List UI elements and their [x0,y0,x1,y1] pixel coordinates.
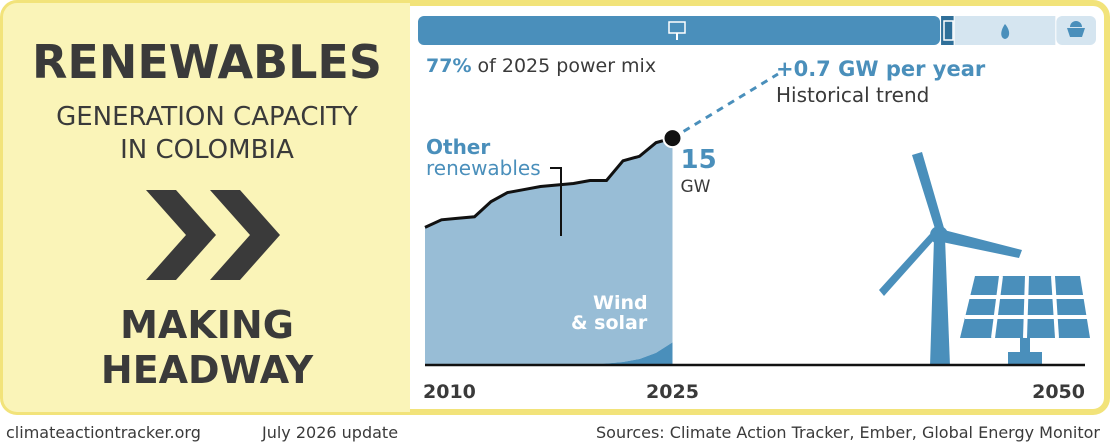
footer-sources: Sources: Climate Action Tracker, Ember, … [596,423,1100,442]
area [425,342,673,365]
footer-site: climateactiontracker.org [6,423,201,442]
end-value: 15 [681,145,717,175]
status: MAKING [120,303,294,347]
chevrons [146,190,280,280]
mix-caption: 77% of 2025 power mix [426,55,656,77]
area [425,138,673,365]
x-tick-label: 2025 [646,381,699,403]
trend-label: +0.7 GW per year [776,57,986,81]
mix-segment [418,16,941,45]
trend-sublabel: Historical trend [776,83,929,107]
title: RENEWABLES [32,35,382,89]
leader [550,167,562,236]
x-tick-label: 2050 [1032,381,1085,403]
left-panel [3,3,410,412]
footer-date: July 2026 update [261,423,398,442]
oil-icon [943,20,954,41]
x-tick-label: 2010 [423,381,476,403]
end-unit: GW [681,177,711,197]
mix-label: 77% [426,55,471,77]
series-label: Wind & solar [571,292,654,334]
gas-icon [1001,24,1010,39]
status: HEADWAY [101,348,314,392]
series-label: Other renewables [426,135,541,180]
coal-icon [1067,21,1085,37]
end-point [662,128,683,149]
subtitle: IN COLOMBIA [120,135,294,165]
solar-panel [960,275,1090,364]
subtitle: GENERATION CAPACITY [56,102,358,132]
mix-text: of 2025 power mix [478,55,657,77]
wind-turbine [879,152,1022,366]
total-line [424,136,673,229]
